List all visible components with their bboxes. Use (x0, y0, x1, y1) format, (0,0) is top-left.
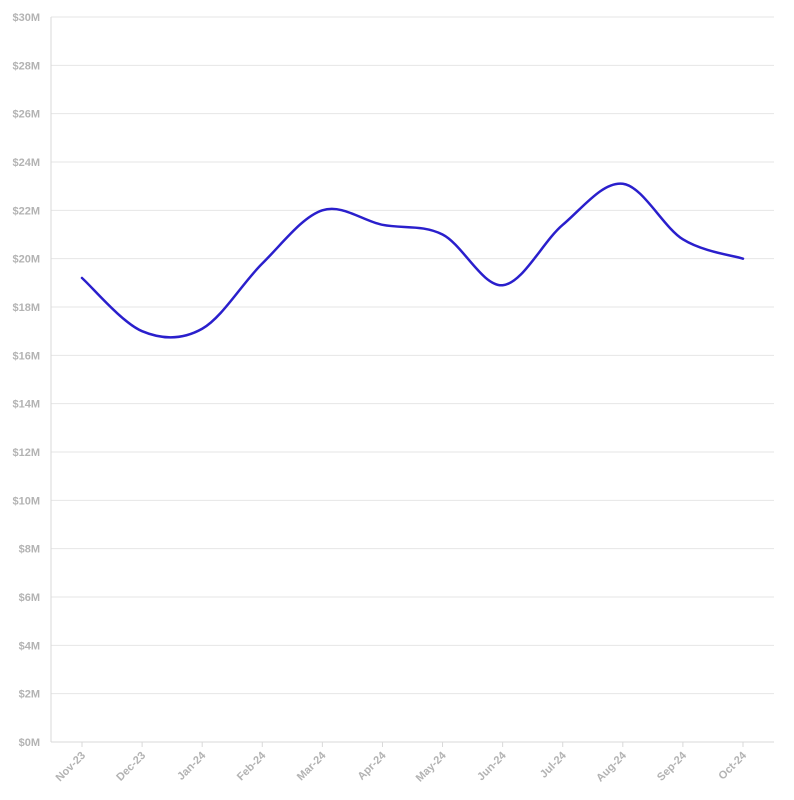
series-line (80, 182, 745, 339)
x-tick-label: Mar-24 (295, 749, 329, 783)
y-tick-label: $28M (12, 60, 40, 72)
y-tick-label: $2M (19, 689, 40, 701)
y-tick-label: $24M (12, 157, 40, 169)
y-tick-label: $26M (12, 109, 40, 121)
x-tick-label: Jan-24 (175, 749, 209, 783)
x-tick-label: Sep-24 (655, 749, 690, 784)
x-tick-label: Aug-24 (594, 749, 629, 784)
label-layer: $0M $2M $4M $6M $8M $10M $12M $14M $16M $18M $20M $… (12, 12, 749, 784)
x-tick-label: Feb-24 (235, 749, 269, 783)
grid-layer (51, 16, 774, 743)
x-tick-label: Jul-24 (538, 749, 570, 781)
x-tick-label: Nov-23 (54, 750, 88, 784)
series-layer (80, 182, 745, 339)
y-tick-label: $14M (12, 399, 40, 411)
y-tick-label: $16M (12, 350, 40, 362)
y-tick-label: $18M (12, 302, 40, 314)
y-tick-label: $20M (12, 254, 40, 266)
x-tick-label: Oct-24 (716, 749, 749, 782)
y-tick-label: $10M (12, 495, 40, 507)
x-tick-label: Jun-24 (475, 749, 509, 783)
x-tick-label: May-24 (414, 749, 449, 784)
y-tick-label: $8M (19, 544, 40, 556)
y-tick-label: $6M (19, 592, 40, 604)
y-tick-label: $30M (12, 12, 40, 24)
x-tick-label: Apr-24 (355, 749, 389, 783)
y-tick-label: $12M (12, 447, 40, 459)
axis-layer (50, 17, 774, 747)
x-tick-label: Dec-23 (114, 750, 148, 784)
y-tick-label: $0M (19, 737, 40, 749)
y-tick-label: $22M (12, 205, 40, 217)
y-tick-label: $4M (19, 640, 40, 652)
